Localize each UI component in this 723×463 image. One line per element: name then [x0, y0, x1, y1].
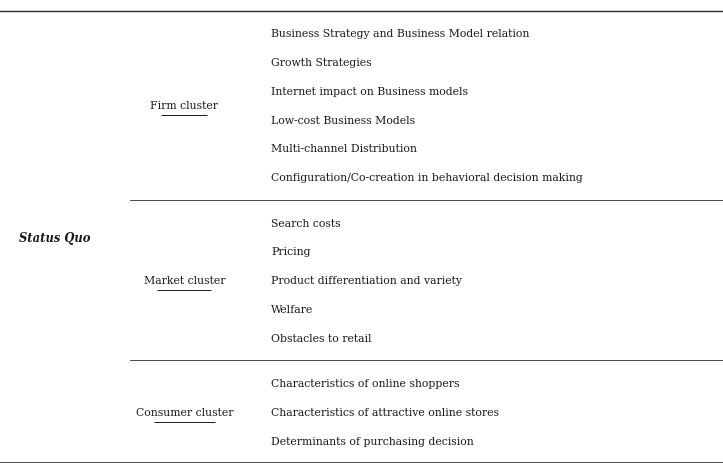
Text: Characteristics of online shoppers: Characteristics of online shoppers [271, 378, 460, 388]
Text: Characteristics of attractive online stores: Characteristics of attractive online sto… [271, 407, 499, 417]
Text: Status Quo: Status Quo [19, 231, 90, 244]
Text: Consumer cluster: Consumer cluster [136, 407, 233, 417]
Text: Configuration/Co-creation in behavioral decision making: Configuration/Co-creation in behavioral … [271, 173, 583, 183]
Text: Firm cluster: Firm cluster [150, 101, 218, 111]
Text: Growth Strategies: Growth Strategies [271, 58, 372, 68]
Text: Product differentiation and variety: Product differentiation and variety [271, 275, 462, 286]
Text: Market cluster: Market cluster [144, 275, 225, 286]
Text: Business Strategy and Business Model relation: Business Strategy and Business Model rel… [271, 29, 529, 39]
Text: Determinants of purchasing decision: Determinants of purchasing decision [271, 436, 474, 446]
Text: Welfare: Welfare [271, 304, 313, 314]
Text: Low-cost Business Models: Low-cost Business Models [271, 115, 415, 125]
Text: Multi-channel Distribution: Multi-channel Distribution [271, 144, 417, 154]
Text: Search costs: Search costs [271, 218, 341, 228]
Text: Obstacles to retail: Obstacles to retail [271, 333, 372, 343]
Text: Internet impact on Business models: Internet impact on Business models [271, 87, 468, 97]
Text: Pricing: Pricing [271, 247, 311, 257]
